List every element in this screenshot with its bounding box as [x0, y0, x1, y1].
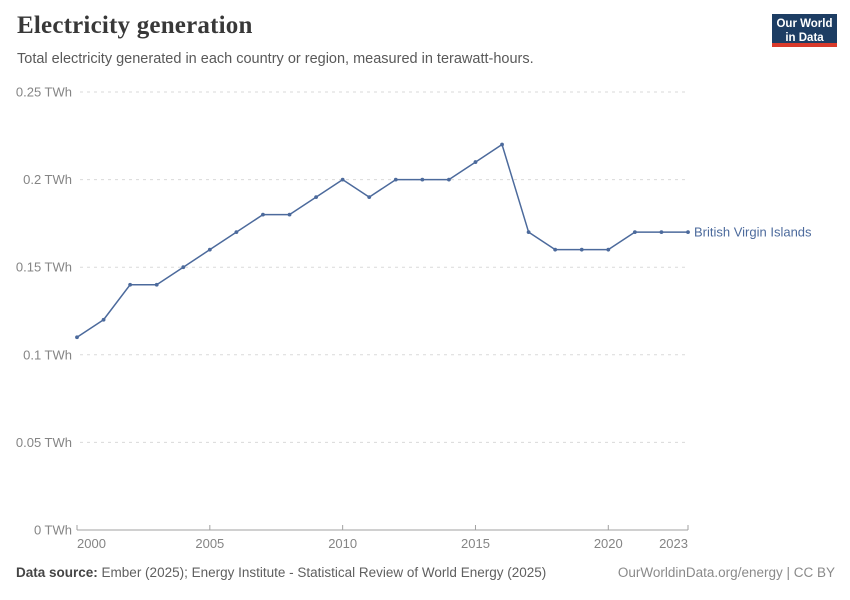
chart-subtitle: Total electricity generated in each coun… — [17, 51, 534, 67]
data-point[interactable] — [553, 247, 558, 252]
data-point[interactable] — [314, 195, 318, 200]
data-point[interactable] — [526, 230, 531, 235]
data-point[interactable] — [606, 247, 611, 252]
x-axis-tick-label: 2005 — [195, 536, 224, 550]
owid-logo[interactable]: Our World in Data — [772, 14, 837, 47]
x-axis-tick-label: 2000 — [77, 536, 106, 550]
data-point[interactable] — [101, 317, 106, 322]
data-point[interactable] — [686, 230, 690, 235]
data-point[interactable] — [340, 177, 345, 182]
logo-line2: in Data — [785, 32, 824, 45]
data-source-label: Data source: — [16, 565, 98, 580]
data-point[interactable] — [393, 177, 398, 182]
data-point[interactable] — [632, 230, 637, 235]
data-point[interactable] — [181, 265, 186, 270]
data-point[interactable] — [420, 177, 425, 182]
data-point[interactable] — [207, 247, 212, 252]
data-point[interactable] — [473, 160, 478, 164]
data-line[interactable] — [76, 143, 688, 338]
logo-line1: Our World — [776, 18, 833, 30]
data-point[interactable] — [287, 212, 292, 217]
y-axis-tick-label: 0.15 TWh — [16, 260, 72, 275]
data-point[interactable] — [75, 335, 79, 340]
data-point[interactable] — [234, 230, 239, 235]
line-chart: 0 TWh 0.05 TWh 0.1 TWh 0.15 TWh 0.2 TWh 0.25 … — [16, 85, 812, 551]
data-point[interactable] — [579, 247, 584, 252]
data-point[interactable] — [261, 212, 265, 217]
x-axis-tick-label: 2010 — [328, 536, 357, 550]
x-axis-tick-label: 2023 — [659, 536, 688, 550]
y-axis-tick-label: 0.2 TWh — [23, 172, 72, 187]
y-axis-tick-label: 0.1 TWh — [23, 347, 72, 362]
footer-link[interactable]: OurWorldinData.org/energy | CC BY — [617, 565, 835, 580]
data-point[interactable] — [447, 177, 451, 182]
y-axis-tick-label: 0.25 TWh — [16, 85, 72, 100]
y-axis-tick-label: 0.05 TWh — [16, 435, 72, 450]
y-axis-tick-label: 0 TWh — [34, 523, 72, 538]
page-title: Electricity generation — [17, 12, 253, 39]
x-axis-tick-label: 2020 — [594, 536, 623, 550]
x-axis-tick-label: 2015 — [461, 536, 490, 550]
data-point[interactable] — [500, 142, 504, 147]
data-source-text: Ember (2025); Energy Institute - Statist… — [101, 565, 547, 580]
series-end-label: British Virgin Islands — [694, 225, 812, 240]
data-point[interactable] — [659, 230, 664, 235]
data-source: Data source: Ember (2025); Energy Instit… — [16, 565, 546, 580]
data-point[interactable] — [154, 282, 159, 287]
data-point[interactable] — [367, 195, 372, 200]
data-point[interactable] — [128, 282, 133, 287]
